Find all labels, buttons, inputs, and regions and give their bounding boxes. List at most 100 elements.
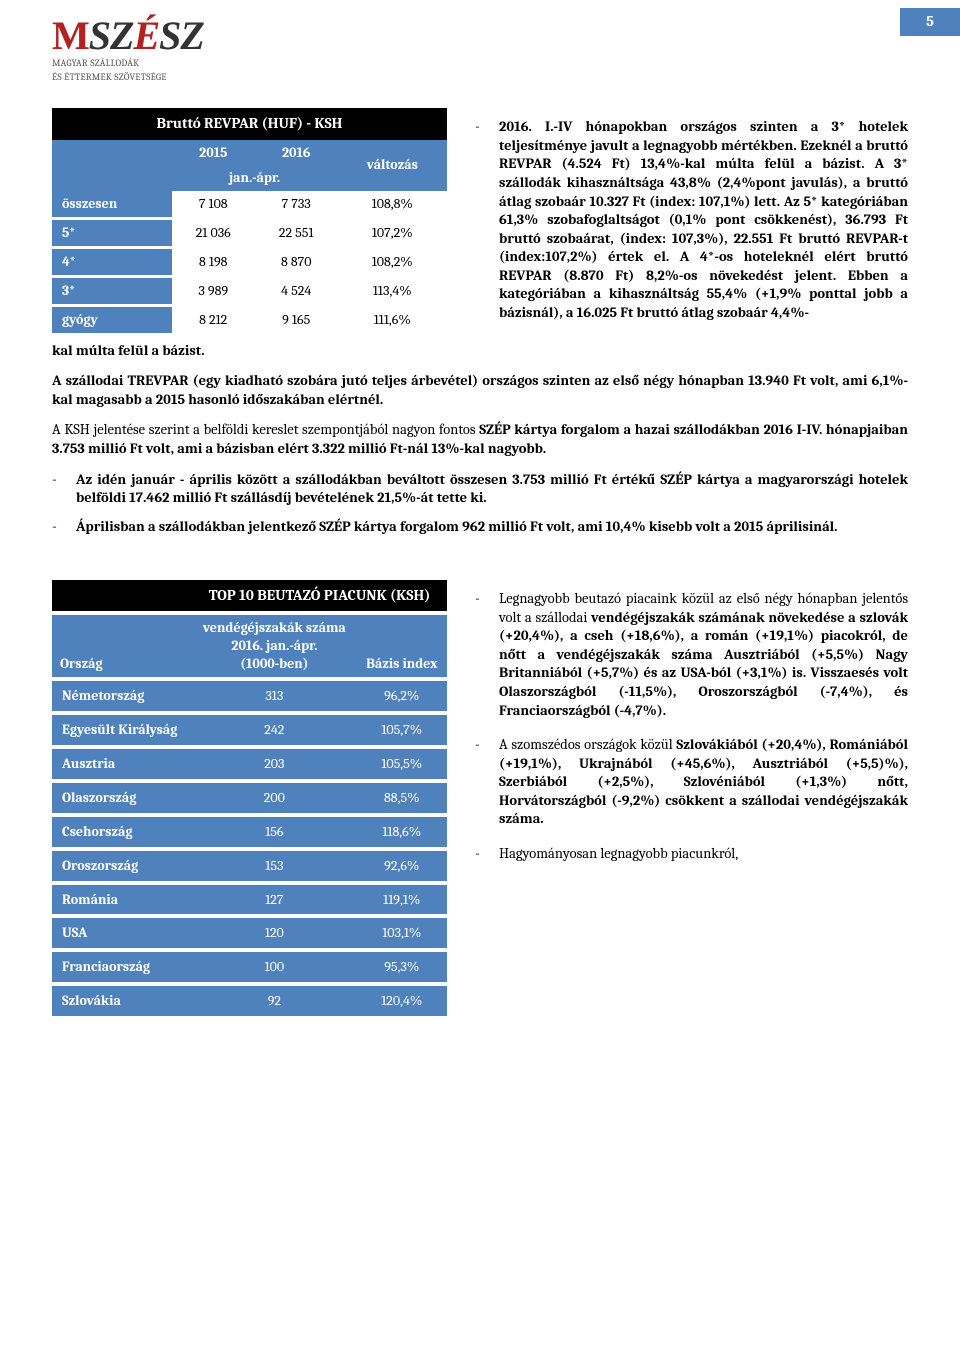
- row-label: Németország: [52, 681, 192, 711]
- table-row: Szlovákia92120,4%: [52, 986, 447, 1016]
- cell: 92: [192, 986, 356, 1016]
- table-row: Románia127119,1%: [52, 885, 447, 915]
- right-bullet-1: Legnagyobb beutazó piacaink közül az els…: [499, 590, 908, 720]
- revpar-caption: kal múlta felül a bázist.: [52, 342, 447, 361]
- header: MSZÉSZ MAGYAR SZÁLLODÁK ÉS ÉTTERMEK SZÖV…: [52, 16, 908, 84]
- right-text: 2016. I.-IV hónapokban országos szinten …: [499, 118, 908, 322]
- top10-block: TOP 10 BEUTAZÓ PIACUNK (KSH) Ország vend…: [52, 580, 447, 1016]
- top-two-col: Bruttó REVPAR (HUF) - KSH 2015 2016 vált…: [52, 108, 908, 360]
- cell: 21 036: [172, 220, 255, 246]
- top10-title-side: [52, 580, 192, 611]
- top10-col-country: Ország: [52, 615, 192, 677]
- row-label: 5*: [52, 220, 172, 246]
- cell: 105,5%: [357, 749, 447, 779]
- row-label: Egyesült Királyság: [52, 715, 192, 745]
- cell: 153: [192, 851, 356, 881]
- row-label: Szlovákia: [52, 986, 192, 1016]
- bottom-two-col: TOP 10 BEUTAZÓ PIACUNK (KSH) Ország vend…: [52, 580, 908, 1016]
- logo-sub2: ÉS ÉTTERMEK SZÖVETSÉGE: [52, 72, 204, 84]
- table-row: Oroszország15392,6%: [52, 851, 447, 881]
- bottom-right: - Legnagyobb beutazó piacaink közül az e…: [475, 580, 908, 873]
- cell: 107,2%: [338, 220, 447, 246]
- cell: 103,1%: [357, 918, 447, 948]
- logo-rest: SZÉSZ: [89, 13, 204, 58]
- table-row: 5*21 03622 551107,2%: [52, 220, 447, 246]
- cell: 3 989: [172, 278, 255, 304]
- cell: 9 165: [255, 307, 338, 333]
- table-row: USA120103,1%: [52, 918, 447, 948]
- bullet-dash: -: [52, 518, 76, 537]
- row-label: Ausztria: [52, 749, 192, 779]
- cell: 95,3%: [357, 952, 447, 982]
- cell: 120,4%: [357, 986, 447, 1016]
- revpar-title: Bruttó REVPAR (HUF) - KSH: [52, 108, 447, 139]
- bullet-2: - Áprilisban a szállodákban jelentkező S…: [52, 518, 908, 537]
- table-row: Csehország156118,6%: [52, 817, 447, 847]
- cell: 92,6%: [357, 851, 447, 881]
- table-row: Németország31396,2%: [52, 681, 447, 711]
- table-row: gyógy8 2129 165111,6%: [52, 307, 447, 333]
- logo: MSZÉSZ MAGYAR SZÁLLODÁK ÉS ÉTTERMEK SZÖV…: [52, 16, 204, 84]
- table-row: összesen7 1087 733108,8%: [52, 191, 447, 217]
- logo-text: MSZÉSZ: [52, 16, 204, 56]
- page-number: 5: [900, 8, 960, 36]
- mid-para-1: A szállodai TREVPAR (egy kiadható szobár…: [52, 372, 908, 409]
- table-row: Franciaország10095,3%: [52, 952, 447, 982]
- row-label: Csehország: [52, 817, 192, 847]
- cell: 22 551: [255, 220, 338, 246]
- mid-para-2: A KSH jelentése szerint a belföldi keres…: [52, 421, 908, 458]
- cell: 96,2%: [357, 681, 447, 711]
- row-label: Olaszország: [52, 783, 192, 813]
- cell: 105,7%: [357, 715, 447, 745]
- cell: 8 870: [255, 249, 338, 275]
- row-label: összesen: [52, 191, 172, 217]
- cell: 8 212: [172, 307, 255, 333]
- table-row: Egyesült Királyság242105,7%: [52, 715, 447, 745]
- top10-col-nights-l1: vendégéjszakák száma: [200, 619, 348, 637]
- row-label: Oroszország: [52, 851, 192, 881]
- cell: 111,6%: [338, 307, 447, 333]
- row-label: USA: [52, 918, 192, 948]
- cell: 118,6%: [357, 817, 447, 847]
- bullet-2-text: Áprilisban a szállodákban jelentkező SZÉ…: [76, 518, 908, 537]
- table-row: 3*3 9894 524113,4%: [52, 278, 447, 304]
- cell: 113,4%: [338, 278, 447, 304]
- revpar-col-change: változás: [338, 140, 447, 192]
- row-label: Románia: [52, 885, 192, 915]
- bullet-1-text: Az idén január - április között a szállo…: [76, 471, 908, 508]
- cell: 108,2%: [338, 249, 447, 275]
- table-row: 4*8 1988 870108,2%: [52, 249, 447, 275]
- cell: 200: [192, 783, 356, 813]
- cell: 313: [192, 681, 356, 711]
- rb2a: A szomszédos országok közül: [499, 736, 676, 753]
- row-label: 3*: [52, 278, 172, 304]
- revpar-col-period: jan.-ápr.: [172, 165, 338, 191]
- cell: 4 524: [255, 278, 338, 304]
- bullet-dash: -: [475, 845, 499, 864]
- cell: 8 198: [172, 249, 255, 275]
- revpar-table: Bruttó REVPAR (HUF) - KSH 2015 2016 vált…: [52, 108, 447, 336]
- logo-m: M: [52, 13, 89, 58]
- bullet-dash: -: [475, 118, 499, 322]
- revpar-blank-head: [52, 140, 172, 192]
- right-bullet-2: A szomszédos országok közül Szlovákiából…: [499, 736, 908, 829]
- row-label: Franciaország: [52, 952, 192, 982]
- bullet-dash: -: [475, 736, 499, 829]
- top10-col-nights-l3: (1000-ben): [200, 655, 348, 673]
- top10-col-nights: vendégéjszakák száma 2016. jan.-ápr. (10…: [192, 615, 356, 677]
- table-row: Olaszország20088,5%: [52, 783, 447, 813]
- cell: 242: [192, 715, 356, 745]
- cell: 7 108: [172, 191, 255, 217]
- revpar-col-2015: 2015: [172, 140, 255, 166]
- logo-sub1: MAGYAR SZÁLLODÁK: [52, 58, 204, 70]
- revpar-col-2016: 2016: [255, 140, 338, 166]
- table-row: Ausztria203105,5%: [52, 749, 447, 779]
- mid-para-2a: A KSH jelentése szerint a belföldi keres…: [52, 421, 479, 438]
- top10-table: TOP 10 BEUTAZÓ PIACUNK (KSH) Ország vend…: [52, 580, 447, 1016]
- cell: 203: [192, 749, 356, 779]
- cell: 120: [192, 918, 356, 948]
- top10-title: TOP 10 BEUTAZÓ PIACUNK (KSH): [192, 580, 447, 611]
- cell: 7 733: [255, 191, 338, 217]
- row-label: 4*: [52, 249, 172, 275]
- revpar-block: Bruttó REVPAR (HUF) - KSH 2015 2016 vált…: [52, 108, 447, 360]
